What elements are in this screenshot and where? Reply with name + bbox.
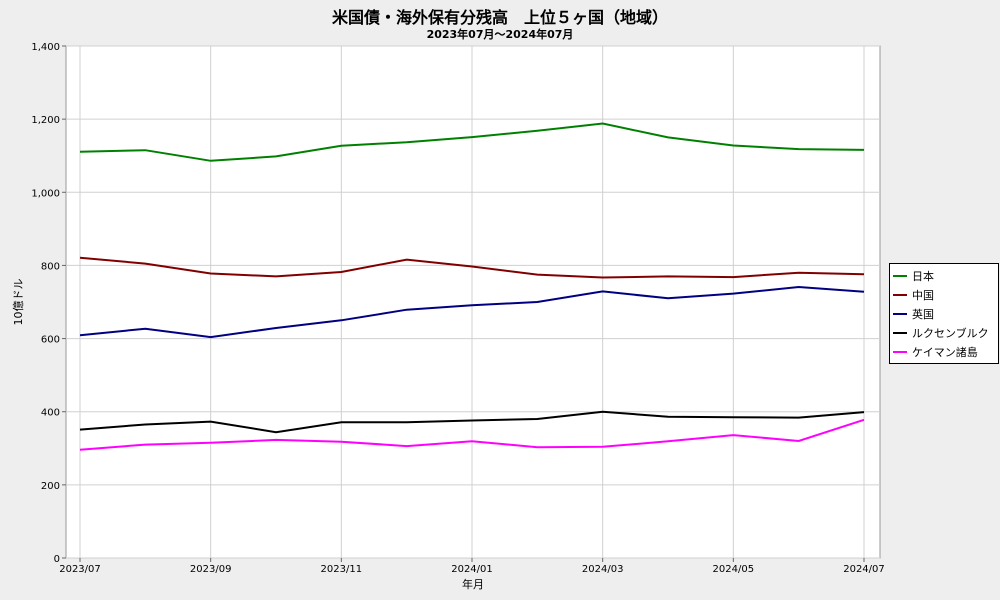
series-line <box>79 285 865 339</box>
legend-item: 英国 <box>890 304 998 323</box>
legend-label: 中国 <box>912 288 934 302</box>
y-axis: 0 200 400 600 800 1,000 1,200 1,400 <box>31 42 66 565</box>
plot-area <box>65 45 881 559</box>
legend-item: 中国 <box>890 285 998 304</box>
legend-swatch <box>893 331 907 334</box>
legend-label: ルクセンブルク <box>912 326 989 340</box>
legend-item: ルクセンブルク <box>890 323 998 342</box>
y-tick-label: 800 <box>41 261 60 272</box>
y-tick-label: 600 <box>41 335 60 346</box>
y-tick-label: 200 <box>41 481 60 492</box>
legend: 日本中国英国ルクセンブルク ケイマン諸島 <box>889 263 999 364</box>
y-tick-label: 1,200 <box>31 115 60 126</box>
legend-label: ケイマン諸島 <box>912 345 978 359</box>
legend-item: 日本 <box>890 266 998 285</box>
series-lines <box>79 122 865 451</box>
y-axis-label: 10億ドル <box>12 279 25 326</box>
chart-subtitle: 2023年07月～2024年07月 <box>426 28 574 41</box>
legend-item: ケイマン諸島 <box>890 342 998 361</box>
y-tick-label: 1,000 <box>31 188 60 199</box>
legend-swatch <box>893 312 907 315</box>
x-axis-label: 年月 <box>462 577 484 591</box>
x-tick-label: 2023/11 <box>321 564 363 575</box>
series-line <box>79 410 865 434</box>
y-tick-label: 1,400 <box>31 42 60 53</box>
y-tick-label: 400 <box>41 408 60 419</box>
x-tick-label: 2023/09 <box>190 564 232 575</box>
x-tick-label: 2024/01 <box>451 564 493 575</box>
legend-swatch <box>893 293 907 296</box>
series-line <box>79 418 865 451</box>
chart-title: 米国債・海外保有分残高 上位５ヶ国（地域） <box>331 8 668 27</box>
legend-label: 英国 <box>912 307 934 321</box>
x-tick-label: 2023/07 <box>59 564 101 575</box>
grid-lines <box>66 45 880 559</box>
x-tick-label: 2024/03 <box>582 564 624 575</box>
series-line <box>79 256 865 279</box>
legend-label: 日本 <box>912 269 934 283</box>
legend-swatch <box>893 350 907 353</box>
x-tick-label: 2024/05 <box>713 564 755 575</box>
legend-swatch <box>893 274 907 277</box>
series-line <box>79 122 865 162</box>
x-axis: 2023/07 2023/09 2023/11 2024/01 2024/03 2024/… <box>59 558 885 575</box>
x-tick-label: 2024/07 <box>843 564 885 575</box>
y-tick-label: 0 <box>54 554 60 565</box>
